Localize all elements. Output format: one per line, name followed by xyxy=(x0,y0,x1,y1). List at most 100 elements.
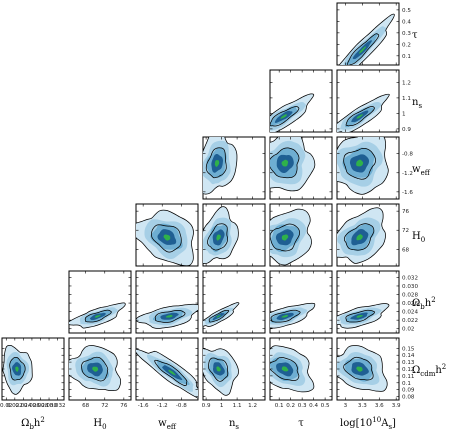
y-tick-label: 68 xyxy=(402,247,410,253)
contour-95 xyxy=(270,345,315,393)
contour-68 xyxy=(343,356,374,381)
contour-95 xyxy=(270,302,316,329)
x-tick-label: 0.028 xyxy=(32,403,48,409)
y-tick-label: 0.13 xyxy=(402,360,415,366)
y-tick-label: 0.026 xyxy=(402,301,418,307)
contour-95 xyxy=(337,303,390,329)
bottom-label-n_s: ns xyxy=(229,418,239,431)
y-tick-label: 0.024 xyxy=(402,310,418,316)
row-label-n_s: ns xyxy=(412,97,422,110)
y-tick-label: 0.9 xyxy=(402,127,411,133)
density-peak xyxy=(163,234,171,241)
panel-log_as-omega_b xyxy=(336,270,400,334)
contour-68 xyxy=(270,147,300,179)
row-label-tau: τ xyxy=(412,30,418,41)
contour-68 xyxy=(270,106,300,127)
y-tick-label: 0.12 xyxy=(402,367,414,373)
contour-95 xyxy=(203,348,239,396)
contour-68 xyxy=(9,356,26,381)
contour-68 xyxy=(270,309,301,323)
contour-95 xyxy=(69,302,126,329)
contour-95 xyxy=(203,206,239,264)
y-tick-label: 0.11 xyxy=(402,374,415,380)
panel-omega_b-omega_cdm xyxy=(1,337,65,401)
x-tick-label: 0.022 xyxy=(7,403,23,409)
contour-68 xyxy=(154,359,188,386)
panel-n_s-omega_cdm xyxy=(202,337,266,401)
y-tick-label: -1.6 xyxy=(402,190,413,196)
x-tick-label: 3.6 xyxy=(375,403,384,409)
x-tick-label: 0.2 xyxy=(286,403,295,409)
x-tick-label: 0.5 xyxy=(321,403,330,409)
x-tick-label: 0.032 xyxy=(50,403,66,409)
density-peak xyxy=(356,114,363,119)
contour-68 xyxy=(345,106,375,127)
density-peak xyxy=(216,234,221,241)
contour-68 xyxy=(343,223,375,251)
density-peak xyxy=(216,366,221,372)
x-tick-label: 3.3 xyxy=(358,403,367,409)
contour-68 xyxy=(345,309,376,323)
contour-95 xyxy=(338,13,395,65)
contour-95 xyxy=(270,208,312,266)
x-tick-label: 0.02 xyxy=(0,403,12,409)
y-tick-label: 0.4 xyxy=(402,19,411,25)
panel-w_eff-omega_b xyxy=(135,270,199,334)
contour-95 xyxy=(270,93,315,132)
contour-95 xyxy=(136,303,198,329)
contour-95 xyxy=(69,344,122,392)
contour-95 xyxy=(337,345,388,392)
contour-68 xyxy=(208,309,230,323)
y-tick-label: 0.1 xyxy=(402,381,411,387)
density-peak xyxy=(214,160,220,167)
x-tick-label: -1.2 xyxy=(157,403,168,409)
panel-log_as-h0 xyxy=(336,203,400,267)
y-tick-label: 0.5 xyxy=(402,8,411,14)
y-tick-label: 0.032 xyxy=(402,275,418,281)
panel-h0-omega_b xyxy=(68,270,132,334)
y-tick-label: 0.030 xyxy=(402,284,418,290)
y-tick-label: 0.15 xyxy=(402,346,415,352)
contour-68 xyxy=(151,224,182,253)
x-tick-label: 0.4 xyxy=(309,403,318,409)
x-tick-label: 0.9 xyxy=(202,403,211,409)
x-tick-label: 0.030 xyxy=(41,403,57,409)
panel-tau-n_s xyxy=(269,69,333,133)
contour-95 xyxy=(337,93,390,132)
y-tick-label: 72 xyxy=(402,228,409,234)
y-tick-label: 0.1 xyxy=(402,54,411,60)
panel-tau-w_eff xyxy=(269,136,333,200)
panel-tau-omega_cdm xyxy=(269,337,333,401)
y-tick-label: -0.8 xyxy=(402,152,413,158)
panel-tau-omega_b xyxy=(269,270,333,334)
bottom-label-h0: H0 xyxy=(93,418,106,431)
panel-h0-omega_cdm xyxy=(68,337,132,401)
density-peak xyxy=(92,366,99,372)
contour-68 xyxy=(270,357,300,381)
panel-w_eff-h0 xyxy=(135,203,199,267)
panel-log_as-tau xyxy=(336,2,400,66)
density-peak xyxy=(356,366,363,372)
x-tick-label: 76 xyxy=(120,403,128,409)
panel-log_as-omega_cdm xyxy=(336,337,400,401)
density-peak xyxy=(165,314,173,318)
y-tick-label: 0.08 xyxy=(402,395,415,401)
x-tick-label: 68 xyxy=(82,403,90,409)
contour-95 xyxy=(337,207,386,264)
x-tick-label: -0.8 xyxy=(176,403,187,409)
y-tick-label: 76 xyxy=(402,209,410,215)
y-tick-label: 1.1 xyxy=(402,96,411,102)
density-peak xyxy=(358,46,366,54)
panel-n_s-omega_b xyxy=(202,270,266,334)
y-tick-label: 0.2 xyxy=(402,42,411,48)
panel-tau-h0 xyxy=(269,203,333,267)
y-tick-label: 0.02 xyxy=(402,327,414,333)
bottom-label-log_as: log[1010As] xyxy=(340,416,396,431)
x-tick-label: 1.2 xyxy=(248,403,257,409)
y-tick-label: 0.028 xyxy=(402,293,418,299)
density-peak xyxy=(281,314,289,318)
y-tick-label: 1 xyxy=(402,111,406,117)
density-peak xyxy=(356,159,364,167)
y-tick-label: 0.3 xyxy=(402,31,411,37)
x-tick-label: 72 xyxy=(101,403,108,409)
